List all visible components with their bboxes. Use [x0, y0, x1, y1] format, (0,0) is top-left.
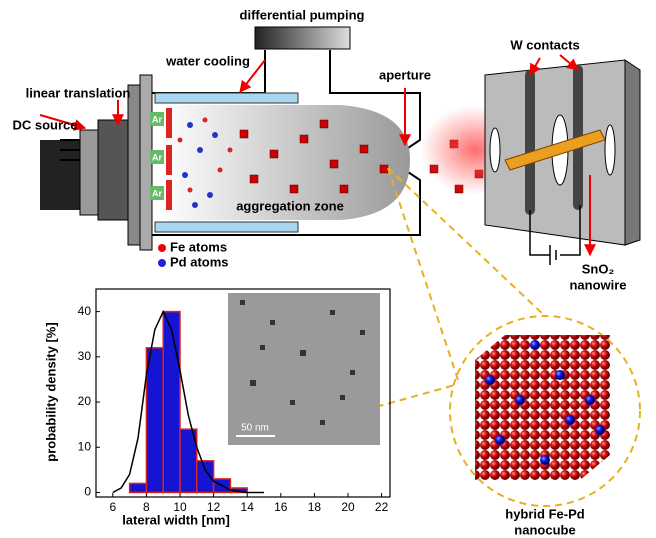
- label: nanocube: [514, 522, 575, 537]
- x-tick-label: 18: [308, 500, 322, 514]
- y-tick-label: 10: [78, 439, 92, 453]
- y-tick-label: 40: [78, 304, 92, 318]
- label: Ar: [152, 188, 162, 198]
- bar: [146, 348, 163, 493]
- bar: [130, 483, 147, 492]
- label: Ar: [152, 152, 162, 162]
- x-tick-label: 6: [109, 500, 116, 514]
- label: water cooling: [165, 53, 250, 68]
- label: differential pumping: [240, 7, 365, 22]
- y-axis-label: probability density [%]: [43, 322, 58, 461]
- figure: differential pumping water cooling linea…: [0, 0, 656, 538]
- x-axis-label: lateral width [nm]: [122, 512, 230, 527]
- x-tick-label: 14: [241, 500, 255, 514]
- x-tick-label: 22: [375, 500, 389, 514]
- scale-label: 50 nm: [241, 423, 269, 434]
- label: Fe atoms: [170, 239, 227, 254]
- y-tick-label: 20: [78, 394, 92, 408]
- x-tick-label: 20: [341, 500, 355, 514]
- label: DC source: [12, 117, 77, 132]
- label: nanowire: [569, 277, 626, 292]
- x-tick-label: 8: [143, 500, 150, 514]
- bar: [163, 312, 180, 493]
- label: aggregation zone: [236, 198, 344, 213]
- x-tick-label: 16: [274, 500, 288, 514]
- label: linear translation: [26, 85, 131, 100]
- label: hybrid Fe-Pd: [505, 506, 585, 521]
- label: Pd atoms: [170, 254, 229, 269]
- y-tick-label: 30: [78, 349, 92, 363]
- label: W contacts: [510, 37, 579, 52]
- label: aperture: [379, 67, 431, 82]
- label: SnO₂: [582, 261, 615, 276]
- y-tick-label: 0: [84, 485, 91, 499]
- label: Ar: [152, 114, 162, 124]
- x-tick-label: 10: [173, 500, 187, 514]
- x-tick-label: 12: [207, 500, 221, 514]
